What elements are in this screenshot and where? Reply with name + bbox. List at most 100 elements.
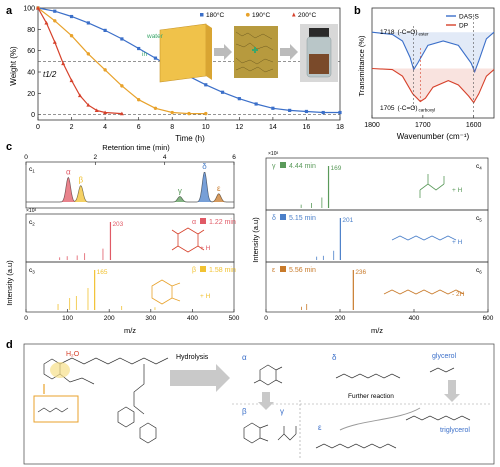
b-x-tick-label: 1600 xyxy=(466,122,482,129)
a-x-tick-label: 12 xyxy=(235,124,243,131)
a-point xyxy=(254,102,258,106)
in-label: in xyxy=(142,51,147,58)
a-point xyxy=(69,78,74,83)
c-left-exponent: ×10³ xyxy=(26,208,36,214)
triglycerol-label: triglycerol xyxy=(440,427,470,434)
a-point xyxy=(220,90,225,94)
a-point xyxy=(288,108,292,112)
panel-label-b: b xyxy=(354,5,361,17)
panel-b-legend: DAS-S DP xyxy=(446,14,480,30)
a-point xyxy=(120,84,124,88)
product-alpha-structure-image xyxy=(253,364,283,386)
c-left-xlabel: m/z xyxy=(124,326,136,335)
gamma-structure-image xyxy=(419,174,445,198)
arrow-right-icon xyxy=(214,44,232,60)
spectrum-time: 5.56 min xyxy=(289,267,316,274)
spectrum-x-tick-label: 400 xyxy=(409,315,420,322)
spectrum-adduct: - 2H xyxy=(452,291,465,298)
a-x-tick-label: 0 xyxy=(36,124,40,131)
water-reagent-label: H₂O xyxy=(66,351,80,358)
a-x-tick-label: 18 xyxy=(336,124,344,131)
product-beta-structure-image xyxy=(243,422,269,444)
further-reaction-arrow xyxy=(339,407,421,431)
spectrum-species: β xyxy=(192,267,196,274)
spectrum-swatch xyxy=(280,266,286,272)
a-legend-label: 200°C xyxy=(298,11,316,19)
c1-peak-fill xyxy=(61,177,76,202)
spectrum-x-tick-label: 400 xyxy=(187,315,198,322)
a-point xyxy=(119,111,124,116)
b-series-fill xyxy=(372,32,494,72)
glycerol-structure-image xyxy=(429,367,455,373)
a-point xyxy=(321,110,325,115)
spectrum-x-tick-label: 300 xyxy=(145,315,156,322)
a-x-tick-label: 2 xyxy=(70,124,74,131)
c-left-ylabel: Intensity (a.u) xyxy=(5,260,14,306)
a-point xyxy=(304,109,309,114)
a-point xyxy=(69,14,74,19)
glycerol-label: glycerol xyxy=(432,353,457,360)
c1-peak-fill xyxy=(211,193,226,202)
panel-a-frame xyxy=(37,7,341,121)
c1-peak-label: γ xyxy=(178,187,182,196)
b-x-tick-label: 1800 xyxy=(364,122,380,129)
spectrum-peak-label: 201 xyxy=(342,217,353,224)
product-gamma-label: γ xyxy=(280,407,284,416)
b-series-line xyxy=(371,31,495,74)
a-x-tick-label: 8 xyxy=(170,124,174,131)
spectrum-x-tick-label: 500 xyxy=(229,315,240,322)
panel-a: Weight (%) Time (h) 0 2 4 6 8 10 12 14 16 18 0 20 40… xyxy=(9,6,344,144)
c3-frame xyxy=(25,261,235,313)
a-legend-marker xyxy=(245,12,250,17)
spectrum-swatch xyxy=(200,218,206,224)
a-point xyxy=(86,52,91,56)
panel-d-scheme: H₂O Hydrolysis α δ Further reaction glyc… xyxy=(23,343,495,465)
carboxyl-peak-label: 1705 (-C=O)carboxyl xyxy=(380,105,435,113)
spectrum-species: γ xyxy=(272,163,276,170)
a-point xyxy=(204,111,208,116)
a-point xyxy=(153,106,158,110)
c1-peak-label: α xyxy=(66,168,71,177)
panel-a-ylabel: Weight (%) xyxy=(9,46,18,86)
spectrum-species: ε xyxy=(272,267,275,274)
a-y-tick-label: 60 xyxy=(27,48,35,55)
further-reaction-label: Further reaction xyxy=(348,393,394,400)
a-point xyxy=(52,40,57,44)
spectrum-time: 1.58 min xyxy=(209,267,236,274)
spectrum-species: α xyxy=(192,219,196,226)
c-right-exponent: ×10³ xyxy=(268,151,278,157)
a-point xyxy=(53,9,57,13)
a-legend-label: 180°C xyxy=(206,11,224,19)
a-point xyxy=(136,98,141,102)
c1-axes: 0 2 4 6 xyxy=(24,154,236,165)
spectrum-time: 5.15 min xyxy=(289,215,316,222)
spectrum-time: 4.44 min xyxy=(289,163,316,170)
spectrum-x-tick-label: 0 xyxy=(24,315,28,322)
a-x-tick-label: 6 xyxy=(137,124,141,131)
spectrum-peak-label: 203 xyxy=(112,221,123,228)
a-x-tick-label: 4 xyxy=(103,124,107,131)
panel-b-series xyxy=(371,14,495,112)
c1-xlabel: Retention time (min) xyxy=(102,143,170,152)
b-series-fill xyxy=(372,68,494,103)
spectrum-peak-label: 236 xyxy=(355,269,366,276)
a-y-tick-label: 40 xyxy=(27,70,35,77)
c-left-spectra: 203 α 1.22 min + H 165 β 1.58 min + H 0 100 200 300… xyxy=(24,218,240,322)
a-point xyxy=(204,83,208,87)
triglycerol-structure-image xyxy=(405,415,471,421)
down-arrow-icon-2 xyxy=(444,380,460,402)
c1-peak-label: δ xyxy=(202,162,207,171)
product-epsilon-label: ε xyxy=(318,423,322,432)
hydrolysis-label: Hydrolysis xyxy=(176,354,209,361)
product-delta-structure-image xyxy=(335,373,401,379)
panel-label-d: d xyxy=(6,339,13,351)
a-point xyxy=(271,106,275,110)
c-right-ylabel: Intensity (a.u) xyxy=(251,217,260,263)
panel-a-xlabel: Time (h) xyxy=(175,134,205,143)
spectrum-swatch xyxy=(280,162,286,168)
product-delta-label: δ xyxy=(332,353,337,362)
a-point xyxy=(103,68,107,72)
c1-x-tick-label: 2 xyxy=(94,154,98,161)
a-legend-marker xyxy=(200,13,204,17)
